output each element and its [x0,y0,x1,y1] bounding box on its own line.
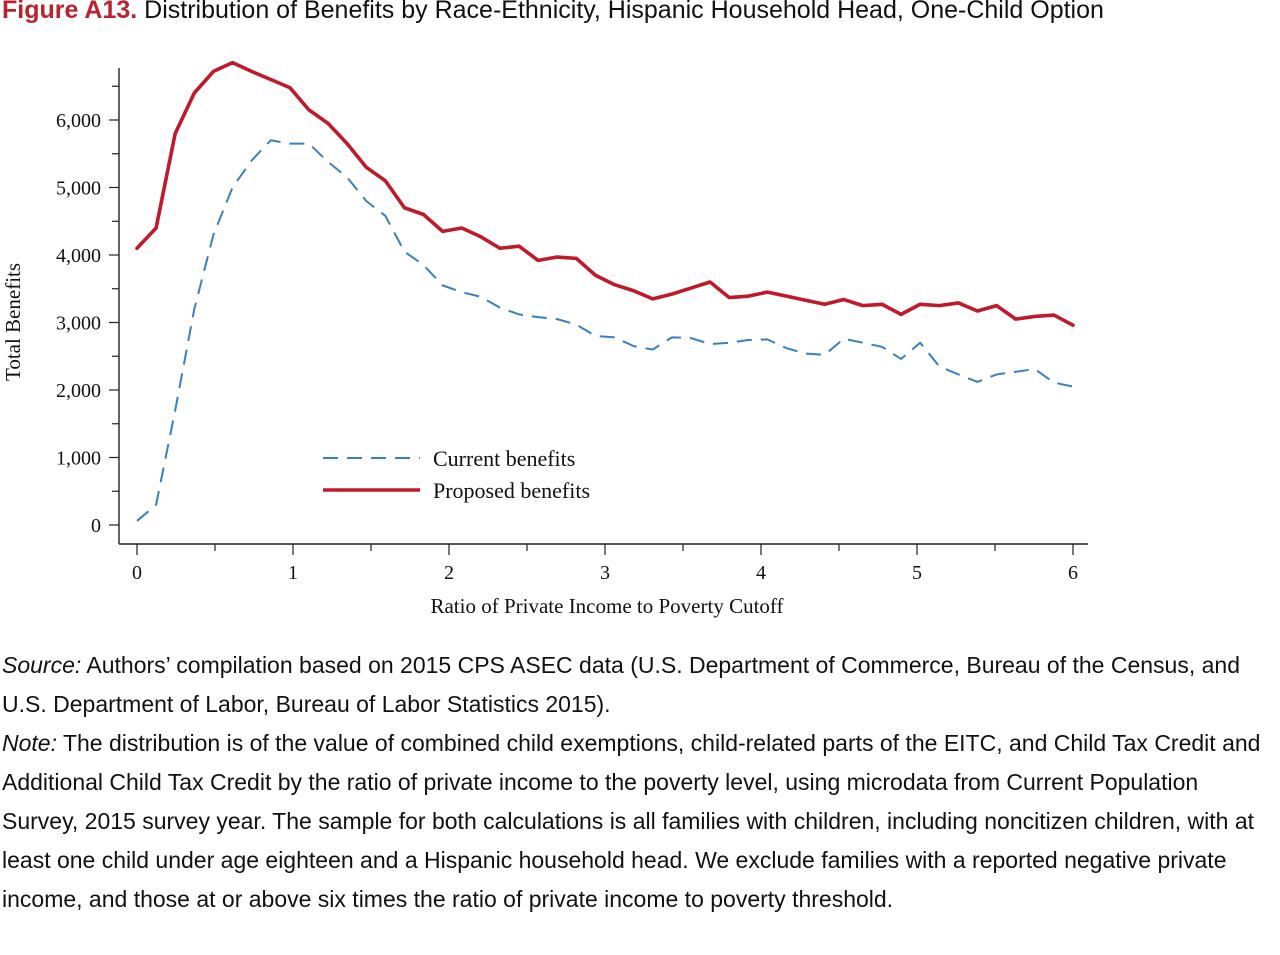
y-tick-label: 5,000 [56,178,101,200]
y-tick-label: 0 [91,515,101,537]
x-tick-label: 6 [1068,562,1078,584]
figure-notes: Source: Authors’ compilation based on 20… [2,646,1280,919]
note-paragraph: Note: The distribution is of the value o… [2,724,1280,919]
note-label: Note: [2,730,57,756]
y-tick-label: 6,000 [56,110,101,132]
y-tick-label: 3,000 [56,313,101,335]
x-tick-label: 3 [600,562,610,584]
x-tick-label: 4 [756,562,766,584]
source-text: Authors’ compilation based on 2015 CPS A… [2,652,1240,717]
legend-current-label: Current benefits [433,446,575,471]
y-axis-label: Total Benefits [1,263,25,381]
x-tick-label: 5 [912,562,922,584]
x-tick-label: 1 [288,562,298,584]
proposed-benefits-line [135,60,1075,328]
figure-title: Figure A13. Distribution of Benefits by … [2,0,1104,25]
y-tick-label: 2,000 [56,380,101,402]
x-axis: 0 1 2 3 4 5 6 Ratio of Private Income to Pover… [119,543,1088,618]
source-note: Source: Authors’ compilation based on 20… [2,646,1280,724]
y-tick-label: 1,000 [56,448,101,470]
legend-proposed-label: Proposed benefits [433,478,590,503]
figure-label: Figure A13. [2,0,138,24]
legend: Current benefits Proposed benefits [323,446,590,503]
figure-title-text: Distribution of Benefits by Race-Ethnici… [144,0,1104,24]
x-tick-label: 0 [132,562,142,584]
x-tick-label: 2 [444,562,454,584]
x-tick-group: 0 1 2 3 4 5 6 [132,544,1078,584]
source-label: Source: [2,652,82,678]
current-benefits-line [136,139,1074,522]
x-axis-label: Ratio of Private Income to Poverty Cutof… [430,594,783,618]
y-axis: 0 1,000 2,000 3,000 4,000 5,000 6,000 Total Be… [1,68,120,544]
y-tick-group: 0 1,000 2,000 3,000 4,000 5,000 6,000 [56,85,119,537]
series-layer [135,60,1075,522]
note-text: The distribution is of the value of comb… [2,730,1261,912]
line-chart: 0 1,000 2,000 3,000 4,000 5,000 6,000 Total Be… [1,60,1088,618]
y-tick-label: 4,000 [56,245,101,267]
